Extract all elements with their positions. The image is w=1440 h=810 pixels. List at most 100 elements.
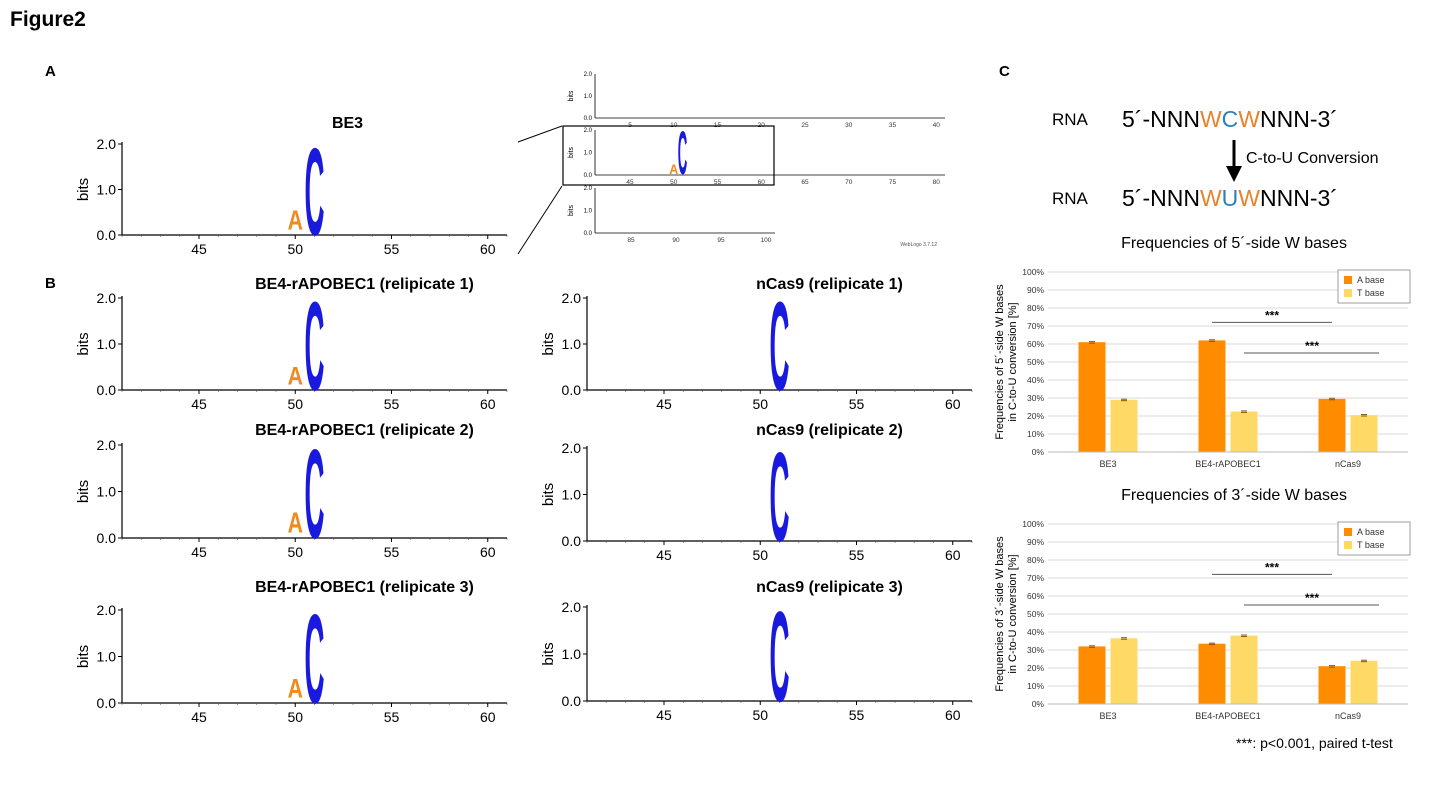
seq-w5: W	[1199, 185, 1222, 211]
x-tick-label: nCas9	[1335, 459, 1361, 469]
logo-title: BE4-rAPOBEC1 (relipicate 2)	[255, 422, 474, 439]
x-tick-label: 50	[752, 396, 768, 410]
y-tick-label: 2.0	[97, 602, 117, 618]
inset-x-tick-label: 30	[845, 122, 853, 129]
y-tick-label: 2.0	[97, 290, 117, 306]
rna-tag-bottom: RNA	[1052, 189, 1088, 208]
bar-t-base	[1110, 399, 1138, 452]
y-axis-label: bits	[540, 483, 557, 506]
seq-w5: W	[1199, 106, 1222, 132]
x-tick-label: 55	[384, 241, 400, 257]
logo-title: nCas9 (relipicate 3)	[756, 579, 903, 596]
y-tick-label: 70%	[1027, 321, 1044, 331]
y-axis-label: bits	[540, 332, 557, 355]
y-tick-label: 90%	[1027, 285, 1044, 295]
logo-letter-a: A	[288, 674, 303, 704]
logo-be3: BE3 0.0 1.0 2.0 bits 45 50 55 60 CA	[75, 115, 508, 258]
logo-letter-c: C	[770, 426, 790, 564]
y-tick-label: 0.0	[97, 382, 117, 398]
y-tick-label: 0.0	[97, 695, 117, 711]
figure-title: Figure2	[10, 8, 86, 31]
legend-swatch	[1344, 528, 1352, 536]
y-axis-label: bits	[540, 642, 557, 665]
y-tick-label: 1.0	[97, 336, 117, 352]
y-tick-label: 40%	[1027, 627, 1044, 637]
inset-x-tick-label: 50	[670, 179, 678, 186]
x-tick-label: 60	[945, 707, 961, 722]
logo-title: nCas9 (relipicate 2)	[756, 422, 903, 439]
x-tick-label: BE3	[1099, 711, 1116, 721]
bar-a-base	[1318, 666, 1346, 704]
x-tick-label: 55	[849, 547, 865, 563]
down-arrow-icon	[1226, 140, 1242, 182]
logo-ncas9-r3: nCas9 (relipicate 3) 0.0 1.0 2.0 bits 45 50 55 6…	[540, 579, 973, 722]
inset-x-tick-label: 80	[933, 179, 941, 186]
bar-chart-3prime: Frequencies of 3´-side W bases 0% 10% 20% 30…	[994, 487, 1411, 721]
logo-letter-a: A	[288, 362, 303, 390]
logo-letter-c: C	[305, 588, 325, 724]
legend-label: A base	[1357, 275, 1385, 285]
inset-x-tick-label: 95	[717, 237, 725, 244]
logo-letter-a: A	[288, 205, 303, 237]
inset-x-tick-label: 70	[845, 179, 853, 186]
y-tick-label: 60%	[1027, 591, 1044, 601]
y-tick-label: 2.0	[562, 599, 582, 615]
inset-y-tick-label: 0.0	[584, 231, 593, 237]
panel-label-a: A	[45, 63, 56, 80]
logo-be4-r3: BE4-rAPOBEC1 (relipicate 3) 0.0 1.0 2.0 bits…	[75, 579, 508, 724]
y-tick-label: 0%	[1032, 699, 1045, 709]
legend-box	[1337, 521, 1411, 556]
y-tick-label: 1.0	[97, 182, 117, 198]
y-tick-label: 0.0	[97, 530, 117, 546]
bar-t-base	[1230, 635, 1258, 704]
x-tick-label: 45	[191, 396, 207, 410]
zoom-connector	[517, 125, 563, 255]
inset-x-tick-label: 75	[889, 179, 897, 186]
y-axis-label: bits	[75, 332, 92, 355]
legend-label: T base	[1357, 540, 1384, 550]
rna-sequence-top: 5´-NNNWCWNNN-3´	[1122, 106, 1338, 133]
y-tick-label: 2.0	[562, 440, 582, 456]
inset-x-tick-label: 90	[672, 237, 680, 244]
x-tick-label: BE3	[1099, 459, 1116, 469]
x-tick-label: 55	[849, 707, 865, 722]
y-axis-label: bits	[75, 178, 92, 201]
y-tick-label: 0%	[1032, 447, 1045, 457]
inset-y-label: bits	[568, 90, 575, 101]
logo-letter-c: C	[770, 585, 790, 722]
logo-title: BE3	[332, 115, 363, 132]
y-tick-label: 2.0	[97, 136, 117, 152]
y-tick-label: 60%	[1027, 339, 1044, 349]
inset-zoom-box	[562, 125, 775, 186]
logo-letter-c: C	[305, 277, 325, 410]
x-tick-label: 55	[849, 396, 865, 410]
significance-marker: ***	[1265, 308, 1279, 322]
y-tick-label: 50%	[1027, 609, 1044, 619]
inset-y-tick-label: 2.0	[584, 186, 593, 192]
y-tick-label: 30%	[1027, 645, 1044, 655]
bar-a-base	[1078, 646, 1106, 704]
y-tick-label: 20%	[1027, 663, 1044, 673]
zoom-line-top	[517, 125, 563, 143]
bar-a-base	[1198, 340, 1226, 452]
logo-title: BE4-rAPOBEC1 (relipicate 3)	[255, 579, 474, 596]
y-tick-label: 80%	[1027, 555, 1044, 565]
inset-x-tick-label: 85	[627, 237, 635, 244]
x-tick-label: nCas9	[1335, 711, 1361, 721]
logo-letter-c: C	[305, 123, 325, 258]
seq-w3: W	[1238, 106, 1261, 132]
y-tick-label: 0.0	[562, 693, 582, 709]
bar-t-base	[1350, 415, 1378, 452]
x-tick-label: BE4-rAPOBEC1	[1195, 459, 1261, 469]
inset-footer: WebLogo 3.7.12	[900, 242, 937, 248]
x-tick-label: 55	[384, 709, 400, 724]
inset-x-tick-label: 35	[889, 122, 897, 129]
seq-target-c: C	[1221, 106, 1239, 132]
y-axis-label: bits	[75, 480, 92, 503]
inset-y-tick-label: 1.0	[584, 151, 593, 157]
inset-y-tick-label: 1.0	[584, 94, 593, 100]
x-tick-label: 60	[945, 547, 961, 563]
x-tick-label: 55	[384, 396, 400, 410]
bar-t-base	[1350, 660, 1378, 704]
inset-x-tick-label: 25	[801, 122, 809, 129]
